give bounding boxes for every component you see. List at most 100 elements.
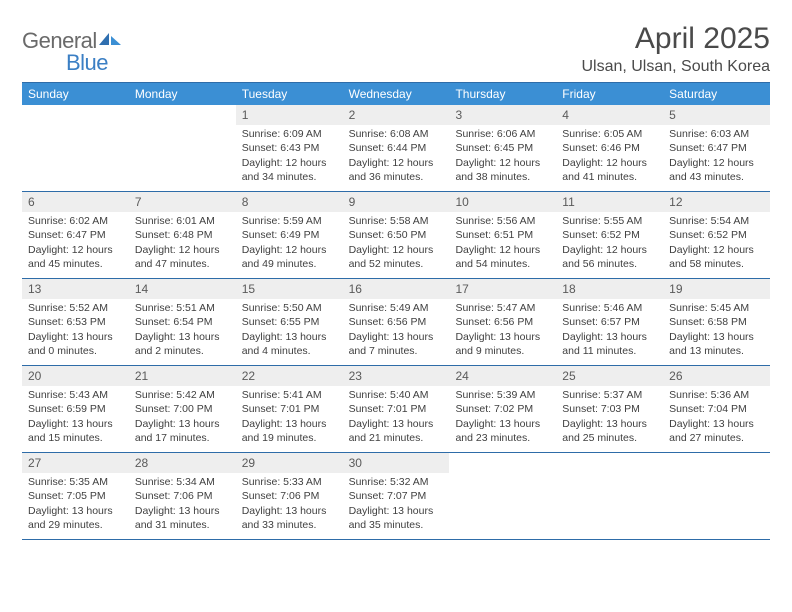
day-number: 3 [449,105,556,125]
day-cell: 23Sunrise: 5:40 AMSunset: 7:01 PMDayligh… [343,366,450,452]
daylight-text-1: Daylight: 13 hours [135,417,230,431]
sunset-text: Sunset: 6:50 PM [349,228,444,242]
weekday-header: Saturday [663,83,770,105]
sunset-text: Sunset: 6:45 PM [455,141,550,155]
day-body: Sunrise: 5:58 AMSunset: 6:50 PMDaylight:… [343,212,450,275]
daylight-text-2: and 29 minutes. [28,518,123,532]
sunset-text: Sunset: 6:58 PM [669,315,764,329]
sunset-text: Sunset: 6:47 PM [669,141,764,155]
daylight-text-2: and 27 minutes. [669,431,764,445]
daylight-text-2: and 38 minutes. [455,170,550,184]
daylight-text-1: Daylight: 13 hours [562,330,657,344]
daylight-text-1: Daylight: 13 hours [562,417,657,431]
day-number: 24 [449,366,556,386]
day-body: Sunrise: 5:41 AMSunset: 7:01 PMDaylight:… [236,386,343,449]
day-cell: 1Sunrise: 6:09 AMSunset: 6:43 PMDaylight… [236,105,343,191]
daylight-text-1: Daylight: 12 hours [669,243,764,257]
day-cell: 12 Sunrise: 5:54 AMSunset: 6:52 PMDayligh… [663,192,770,278]
sunset-text: Sunset: 7:05 PM [28,489,123,503]
sunrise-text: Sunrise: 5:32 AM [349,475,444,489]
daylight-text-1: Daylight: 13 hours [135,504,230,518]
day-number: 12 [663,192,770,212]
sunset-text: Sunset: 7:00 PM [135,402,230,416]
daylight-text-2: and 43 minutes. [669,170,764,184]
day-cell: 25Sunrise: 5:37 AMSunset: 7:03 PMDayligh… [556,366,663,452]
day-cell: 6Sunrise: 6:02 AMSunset: 6:47 PMDaylight… [22,192,129,278]
daylight-text-2: and 45 minutes. [28,257,123,271]
daylight-text-2: and 4 minutes. [242,344,337,358]
day-cell: 17Sunrise: 5:47 AMSunset: 6:56 PMDayligh… [449,279,556,365]
day-number: 22 [236,366,343,386]
day-number: 11 [556,192,663,212]
day-body: Sunrise: 5:56 AMSunset: 6:51 PMDaylight:… [449,212,556,275]
day-cell: 15Sunrise: 5:50 AMSunset: 6:55 PMDayligh… [236,279,343,365]
day-number: 25 [556,366,663,386]
daylight-text-1: Daylight: 13 hours [455,330,550,344]
weekday-header-row: SundayMondayTuesdayWednesdayThursdayFrid… [22,83,770,105]
daylight-text-2: and 2 minutes. [135,344,230,358]
day-body: Sunrise: 5:55 AMSunset: 6:52 PMDaylight:… [556,212,663,275]
sunset-text: Sunset: 6:57 PM [562,315,657,329]
daylight-text-1: Daylight: 12 hours [669,156,764,170]
day-cell: 13Sunrise: 5:52 AMSunset: 6:53 PMDayligh… [22,279,129,365]
sunset-text: Sunset: 6:56 PM [455,315,550,329]
sunset-text: Sunset: 6:52 PM [562,228,657,242]
sunset-text: Sunset: 6:44 PM [349,141,444,155]
daylight-text-1: Daylight: 12 hours [562,243,657,257]
sunset-text: Sunset: 6:53 PM [28,315,123,329]
sunset-text: Sunset: 6:48 PM [135,228,230,242]
day-cell: 29Sunrise: 5:33 AMSunset: 7:06 PMDayligh… [236,453,343,539]
day-cell: 11Sunrise: 5:55 AMSunset: 6:52 PMDayligh… [556,192,663,278]
sunrise-text: Sunrise: 5:35 AM [28,475,123,489]
page-title: April 2025 [581,22,770,56]
day-number: 13 [22,279,129,299]
daylight-text-1: Daylight: 12 hours [349,156,444,170]
day-cell: 21Sunrise: 5:42 AMSunset: 7:00 PMDayligh… [129,366,236,452]
weekday-header: Sunday [22,83,129,105]
sunset-text: Sunset: 7:01 PM [349,402,444,416]
day-cell: 3Sunrise: 6:06 AMSunset: 6:45 PMDaylight… [449,105,556,191]
day-body: Sunrise: 6:01 AMSunset: 6:48 PMDaylight:… [129,212,236,275]
day-cell: .. [449,453,556,539]
day-number: 5 [663,105,770,125]
day-cell: 4Sunrise: 6:05 AMSunset: 6:46 PMDaylight… [556,105,663,191]
day-number: 30 [343,453,450,473]
day-cell: 7Sunrise: 6:01 AMSunset: 6:48 PMDaylight… [129,192,236,278]
daylight-text-2: and 25 minutes. [562,431,657,445]
day-body: Sunrise: 6:05 AMSunset: 6:46 PMDaylight:… [556,125,663,188]
sunrise-text: Sunrise: 6:08 AM [349,127,444,141]
daylight-text-1: Daylight: 13 hours [28,504,123,518]
daylight-text-2: and 11 minutes. [562,344,657,358]
day-body: Sunrise: 5:45 AMSunset: 6:58 PMDaylight:… [663,299,770,362]
day-body: Sunrise: 6:03 AMSunset: 6:47 PMDaylight:… [663,125,770,188]
daylight-text-2: and 33 minutes. [242,518,337,532]
daylight-text-2: and 36 minutes. [349,170,444,184]
location-text: Ulsan, Ulsan, South Korea [581,58,770,76]
day-body: Sunrise: 5:34 AMSunset: 7:06 PMDaylight:… [129,473,236,536]
sunset-text: Sunset: 7:07 PM [349,489,444,503]
daylight-text-1: Daylight: 13 hours [135,330,230,344]
day-body: Sunrise: 5:43 AMSunset: 6:59 PMDaylight:… [22,386,129,449]
sunrise-text: Sunrise: 5:54 AM [669,214,764,228]
sunset-text: Sunset: 6:59 PM [28,402,123,416]
daylight-text-1: Daylight: 12 hours [28,243,123,257]
day-body: Sunrise: 5:47 AMSunset: 6:56 PMDaylight:… [449,299,556,362]
sunrise-text: Sunrise: 5:46 AM [562,301,657,315]
day-number: 17 [449,279,556,299]
sunset-text: Sunset: 6:52 PM [669,228,764,242]
day-number: 26 [663,366,770,386]
day-number: 27 [22,453,129,473]
daylight-text-2: and 9 minutes. [455,344,550,358]
logo-sail-icon [99,31,123,52]
daylight-text-2: and 21 minutes. [349,431,444,445]
daylight-text-2: and 56 minutes. [562,257,657,271]
sunrise-text: Sunrise: 5:45 AM [669,301,764,315]
logo: GeneralBlue [22,22,123,76]
day-cell: 5Sunrise: 6:03 AMSunset: 6:47 PMDaylight… [663,105,770,191]
sunset-text: Sunset: 6:51 PM [455,228,550,242]
day-body: Sunrise: 5:59 AMSunset: 6:49 PMDaylight:… [236,212,343,275]
day-number: 21 [129,366,236,386]
sunset-text: Sunset: 7:01 PM [242,402,337,416]
day-body: Sunrise: 5:49 AMSunset: 6:56 PMDaylight:… [343,299,450,362]
header: GeneralBlue April 2025 Ulsan, Ulsan, Sou… [22,22,770,76]
